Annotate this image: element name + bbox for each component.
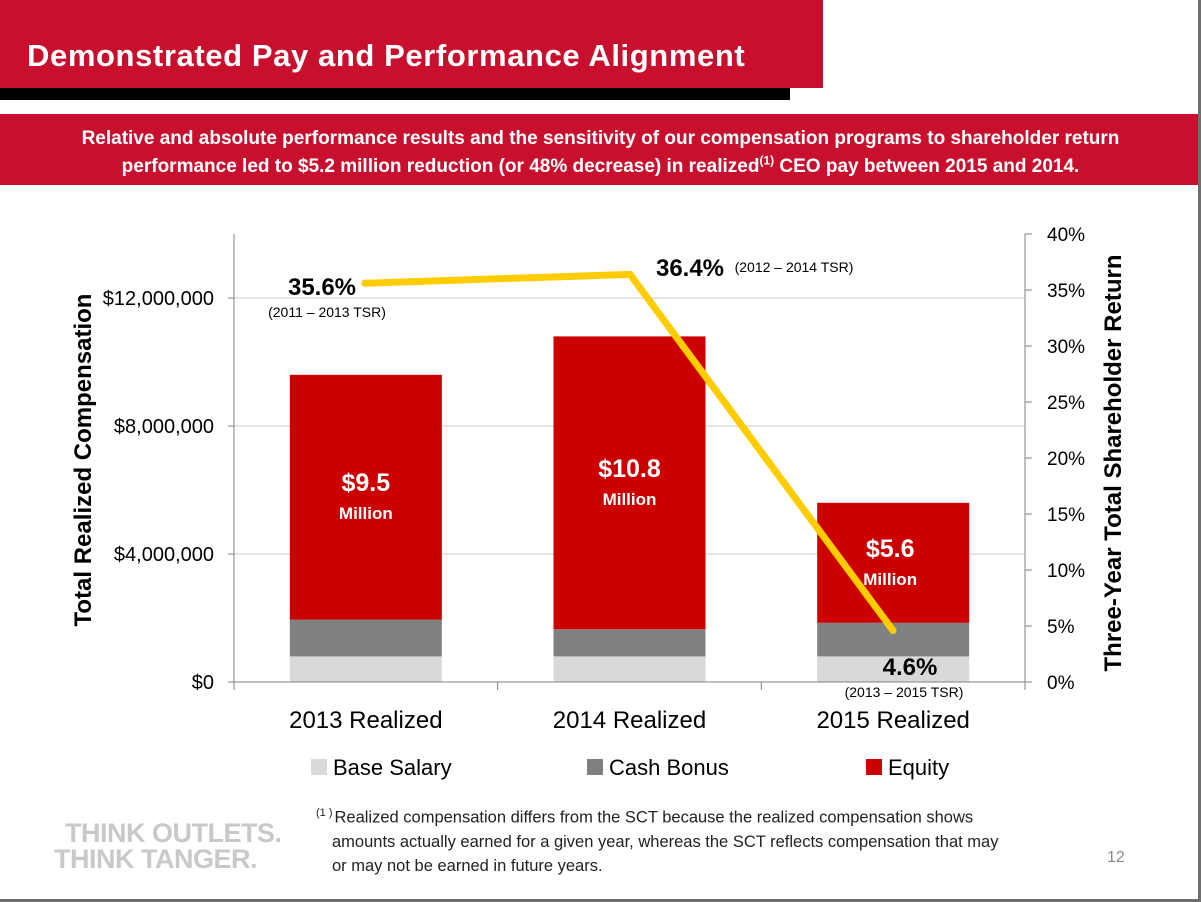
bar-total-amount: $10.8 <box>598 455 661 483</box>
footnote-line-1: Realized compensation differs from the S… <box>334 808 974 827</box>
y-tick-label: $8,000,000 <box>114 416 214 438</box>
tsr-line-layer <box>361 270 897 634</box>
axes: $0 $4,000,000 $8,000,000 $12,000,000 0% 5% 10%… <box>70 225 1127 734</box>
x-tick-label: 2014 Realized <box>553 707 706 734</box>
legend-label: Base Salary <box>333 755 452 780</box>
chart-legend: Base Salary Cash Bonus Equity <box>311 755 949 780</box>
y-axis-title: Total Realized Compensation <box>70 294 97 627</box>
brand-line-2: THINK TANGER. <box>54 844 257 874</box>
subtitle-banner <box>0 114 1201 185</box>
bar-base-salary <box>553 656 706 682</box>
frame-border-right <box>1198 0 1201 902</box>
bar-total-unit: Million <box>339 504 393 523</box>
footnote-marker: (1 ) <box>316 807 333 819</box>
y2-tick-label: 10% <box>1047 561 1085 582</box>
tsr-period-label: (2011 – 2013 TSR) <box>268 304 386 320</box>
y2-tick-label: 40% <box>1047 225 1085 246</box>
bar-total-unit: Million <box>603 490 657 509</box>
brand-line-1: THINK OUTLETS. <box>65 818 282 848</box>
tsr-period-label: (2013 – 2015 TSR) <box>845 684 964 700</box>
tsr-point <box>889 626 897 634</box>
bar-total-unit: Million <box>863 570 917 589</box>
bar-base-salary <box>289 656 442 682</box>
y2-tick-label: 20% <box>1047 449 1085 470</box>
y2-tick-label: 5% <box>1047 617 1075 638</box>
y-tick-label: $0 <box>192 672 214 694</box>
y2-tick-label: 30% <box>1047 337 1085 358</box>
bar-cash-bonus <box>553 629 706 657</box>
legend-label: Cash Bonus <box>609 755 729 780</box>
title-underline <box>0 88 790 100</box>
x-tick-label: 2015 Realized <box>816 707 969 734</box>
y-tick-label: $4,000,000 <box>114 544 214 566</box>
y2-tick-label: 15% <box>1047 505 1085 526</box>
footnote-line-2: amounts actually earned for a given year… <box>332 832 999 851</box>
chart-labels: $9.5 Million $10.8 Million $5.6 Million 35.6% 3… <box>268 255 963 700</box>
bar-stacks <box>289 336 970 682</box>
bar-equity <box>289 374 442 620</box>
bar-total-amount: $5.6 <box>866 535 915 563</box>
bar-total-amount: $9.5 <box>341 469 390 497</box>
y2-tick-label: 25% <box>1047 393 1085 414</box>
page-number: 12 <box>1107 849 1125 866</box>
y2-axis-title: Three-Year Total Shareholder Return <box>1100 255 1127 672</box>
title-bar <box>0 0 823 88</box>
legend-swatch <box>866 759 882 775</box>
y-tick-label: $12,000,000 <box>103 288 214 310</box>
subtitle-text: Relative and absolute performance result… <box>20 125 1181 181</box>
slide-title: Demonstrated Pay and Performance Alignme… <box>27 38 746 73</box>
legend-swatch <box>311 759 327 775</box>
tsr-period-label: (2012 – 2014 TSR) <box>735 259 854 275</box>
tsr-point <box>361 279 369 287</box>
legend-label: Equity <box>888 755 949 780</box>
brand-logo: THINK OUTLETS. THINK TANGER. <box>54 818 282 874</box>
tsr-value-label: 4.6% <box>883 654 938 681</box>
tsr-point <box>626 270 634 278</box>
subtitle-line-2b: CEO pay between 2015 and 2014. <box>774 156 1080 177</box>
compensation-tsr-chart: $0 $4,000,000 $8,000,000 $12,000,000 0% 5% 10%… <box>70 225 1127 780</box>
footnote-line-3: or may not be earned in future years. <box>332 856 603 875</box>
y2-tick-label: 0% <box>1047 673 1075 694</box>
legend-swatch <box>587 759 603 775</box>
frame-border-bottom <box>0 899 1201 902</box>
bar-cash-bonus <box>289 619 442 657</box>
subtitle-footnote-ref: (1) <box>759 153 775 168</box>
tsr-value-label: 36.4% <box>656 255 724 282</box>
bar-equity <box>553 336 706 630</box>
bar-base-salary <box>817 656 970 682</box>
y2-tick-label: 35% <box>1047 281 1085 302</box>
x-tick-label: 2013 Realized <box>289 707 442 734</box>
footnote: (1 ) Realized compensation differs from t… <box>316 801 1096 878</box>
tsr-value-label: 35.6% <box>288 274 356 301</box>
subtitle-line-2a: performance led to $5.2 million reductio… <box>121 156 760 177</box>
subtitle-line-1: Relative and absolute performance result… <box>81 128 1120 149</box>
